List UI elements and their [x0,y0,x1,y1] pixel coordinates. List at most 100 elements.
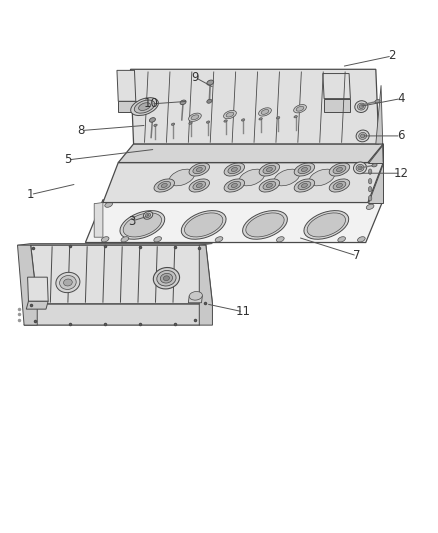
Ellipse shape [368,196,372,201]
Ellipse shape [261,109,269,115]
Ellipse shape [355,101,368,112]
Ellipse shape [161,183,167,188]
Polygon shape [118,144,383,163]
Ellipse shape [188,113,201,122]
Ellipse shape [153,268,180,289]
Ellipse shape [223,110,237,119]
Ellipse shape [189,292,202,300]
Ellipse shape [298,181,311,190]
Text: 12: 12 [393,167,408,180]
Ellipse shape [196,167,202,172]
Ellipse shape [360,134,365,138]
Ellipse shape [357,103,365,110]
Ellipse shape [64,279,72,286]
Ellipse shape [157,270,176,286]
Ellipse shape [333,165,346,174]
Ellipse shape [239,169,265,186]
Ellipse shape [60,276,76,289]
Ellipse shape [274,169,300,186]
Ellipse shape [372,164,377,167]
Ellipse shape [356,164,364,172]
Ellipse shape [184,213,223,237]
Polygon shape [103,163,383,203]
Ellipse shape [358,166,362,170]
Ellipse shape [246,213,284,237]
Text: 7: 7 [353,249,361,262]
Ellipse shape [336,167,343,172]
Ellipse shape [258,108,272,116]
Text: 1: 1 [27,188,35,201]
Ellipse shape [224,179,244,192]
Ellipse shape [145,213,151,217]
Ellipse shape [105,202,113,207]
Polygon shape [26,301,48,309]
Polygon shape [323,74,350,99]
Polygon shape [118,101,136,112]
Ellipse shape [123,213,162,237]
Polygon shape [117,70,136,101]
Polygon shape [85,200,383,243]
Ellipse shape [191,115,199,120]
Ellipse shape [154,179,174,192]
Ellipse shape [368,187,372,192]
Ellipse shape [259,163,279,176]
Ellipse shape [366,204,374,209]
Polygon shape [324,99,350,112]
Ellipse shape [154,237,162,242]
Polygon shape [24,304,212,325]
Polygon shape [376,85,383,163]
Polygon shape [18,244,212,245]
Ellipse shape [131,98,159,116]
Ellipse shape [134,100,155,113]
Ellipse shape [329,163,350,176]
Ellipse shape [149,118,155,122]
Text: 6: 6 [397,130,405,142]
Ellipse shape [193,165,206,174]
Ellipse shape [266,183,272,188]
Text: 5: 5 [64,154,71,166]
Ellipse shape [259,118,262,120]
Ellipse shape [266,167,272,172]
Ellipse shape [353,162,367,174]
Ellipse shape [207,99,212,103]
Ellipse shape [224,120,227,122]
Ellipse shape [138,103,151,110]
Ellipse shape [226,112,234,117]
Ellipse shape [158,181,171,190]
Ellipse shape [338,237,346,242]
Polygon shape [188,296,202,303]
Ellipse shape [241,119,245,121]
Polygon shape [31,245,212,304]
Ellipse shape [160,273,173,283]
Ellipse shape [296,106,304,111]
Text: 3: 3 [128,215,135,228]
Ellipse shape [207,80,214,85]
Ellipse shape [189,163,209,176]
Ellipse shape [263,165,276,174]
Text: 8: 8 [78,124,85,137]
Ellipse shape [180,100,186,104]
Ellipse shape [231,183,237,188]
Ellipse shape [215,237,223,242]
Ellipse shape [163,276,170,281]
Ellipse shape [56,272,80,293]
Polygon shape [368,144,383,163]
Ellipse shape [120,211,165,239]
Ellipse shape [181,211,226,239]
Polygon shape [18,245,37,325]
Ellipse shape [206,121,210,123]
Ellipse shape [356,130,369,142]
Polygon shape [199,245,212,325]
Ellipse shape [329,179,350,192]
Ellipse shape [301,183,307,188]
Ellipse shape [189,179,209,192]
Ellipse shape [333,181,346,190]
Ellipse shape [301,167,307,172]
Ellipse shape [169,169,194,186]
Polygon shape [131,69,379,144]
Ellipse shape [294,179,314,192]
Ellipse shape [101,237,109,242]
Ellipse shape [298,165,311,174]
Ellipse shape [121,237,129,242]
Ellipse shape [228,165,241,174]
